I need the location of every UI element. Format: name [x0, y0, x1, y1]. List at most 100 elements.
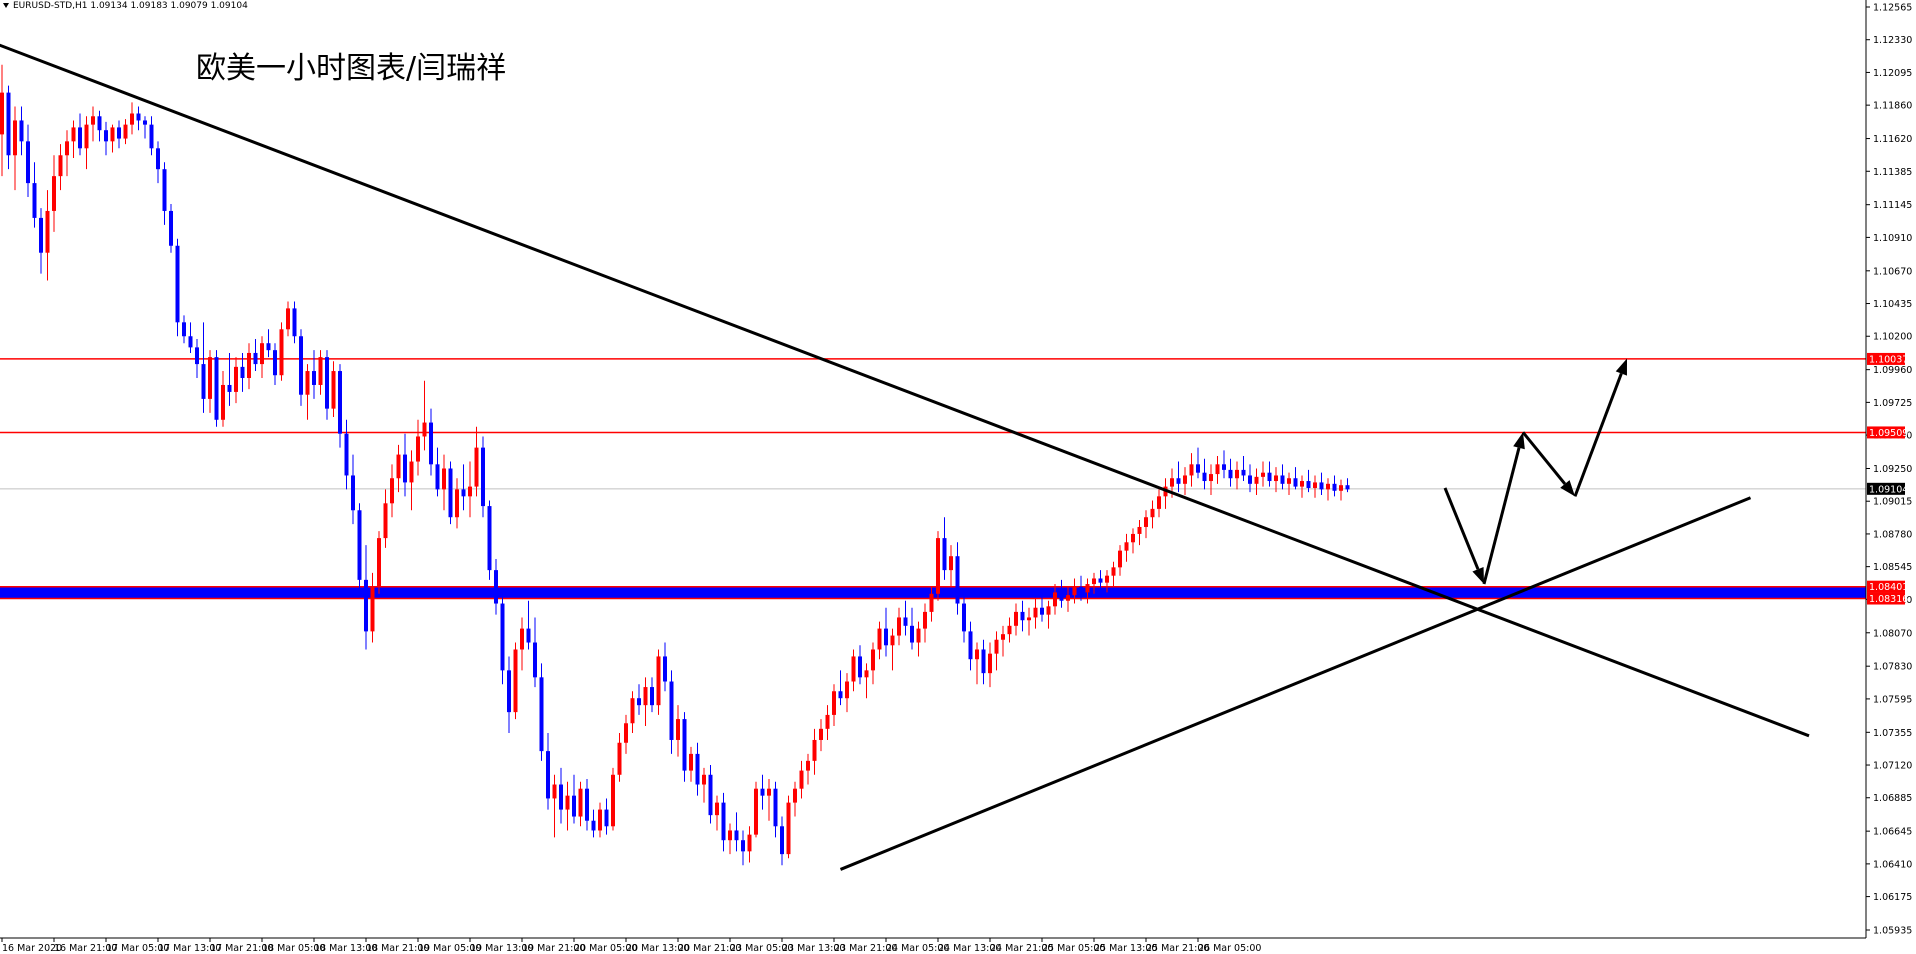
candle — [539, 663, 544, 761]
y-tick-label: 1.10910 — [1873, 233, 1912, 244]
candle-body — [1150, 508, 1155, 518]
candle-body — [162, 169, 167, 211]
candle — [1228, 458, 1233, 487]
candle — [234, 357, 238, 404]
candle-body — [812, 739, 817, 761]
candle — [630, 691, 635, 734]
candle-body — [266, 343, 271, 351]
candle-body — [975, 649, 979, 660]
candle — [91, 106, 95, 142]
candle-body — [1040, 607, 1044, 615]
candle — [182, 315, 186, 344]
candle-body — [968, 631, 973, 660]
candle-body — [182, 322, 186, 337]
candle-body — [1183, 475, 1187, 484]
x-tick-label: 20 Mar 13:00 — [626, 943, 689, 954]
candle-body — [520, 628, 524, 650]
candle — [65, 130, 69, 177]
candle — [364, 545, 368, 650]
candle — [149, 116, 154, 156]
candle-body — [390, 478, 394, 504]
candle-body — [910, 625, 914, 643]
candle-body — [1339, 485, 1343, 491]
candle-body — [1157, 496, 1161, 509]
candle — [897, 607, 901, 646]
candle-body — [481, 447, 485, 507]
candle — [494, 558, 498, 615]
candle — [1157, 489, 1161, 518]
candle-body — [221, 384, 225, 420]
x-tick-label: 25 Mar 21:00 — [1146, 943, 1209, 954]
symbol-header[interactable]: EURUSD-STD,H1 1.09134 1.09183 1.09079 1.… — [3, 1, 248, 11]
candle-body — [1092, 578, 1096, 585]
candle — [734, 812, 739, 852]
candle — [754, 781, 758, 838]
candle-body — [819, 728, 823, 740]
candle-body — [435, 464, 440, 490]
candle — [273, 343, 277, 385]
candle-body — [708, 774, 713, 816]
triangle-down-icon[interactable] — [3, 3, 9, 8]
level-price-label-bg — [1867, 580, 1905, 593]
candle — [123, 119, 128, 145]
candle — [253, 339, 258, 372]
candle — [13, 106, 17, 191]
candle-body — [487, 506, 492, 571]
candle — [838, 670, 843, 706]
candle-body — [1014, 611, 1018, 626]
candle — [292, 301, 297, 344]
candle-body — [845, 681, 849, 699]
candle-body — [500, 603, 505, 671]
candle — [656, 649, 661, 715]
candle-body — [1215, 464, 1220, 475]
candle-body — [585, 788, 589, 821]
candle — [396, 444, 401, 493]
y-tick-label: 1.09960 — [1873, 365, 1912, 376]
candle-body — [715, 802, 719, 816]
candle — [955, 542, 960, 615]
candle — [260, 336, 264, 379]
candle-body — [299, 336, 303, 395]
candle — [1241, 455, 1246, 482]
candle — [864, 663, 869, 699]
candle-body — [494, 570, 498, 604]
candle-body — [383, 503, 388, 539]
candle — [929, 586, 934, 622]
level-price-label-bg — [1867, 592, 1905, 605]
candle-body — [1144, 517, 1148, 527]
candle — [1079, 575, 1083, 601]
support-band — [0, 586, 1866, 599]
candle-body — [533, 642, 537, 678]
candle-body — [240, 366, 245, 379]
candle-body — [1079, 586, 1083, 593]
candle — [331, 361, 336, 417]
candle-body — [195, 347, 199, 365]
candle-body — [669, 681, 674, 740]
candle-body — [448, 468, 453, 518]
x-tick-label: 25 Mar 13:00 — [1094, 943, 1157, 954]
candle-body — [825, 714, 830, 729]
candle — [760, 774, 765, 810]
candle — [1326, 478, 1330, 501]
x-tick-label: 23 Mar 05:00 — [730, 943, 793, 954]
candle-body — [786, 802, 791, 855]
candle — [968, 621, 973, 671]
candle — [390, 464, 394, 518]
candle-body — [864, 670, 869, 678]
x-tick-label: 16 Mar 21:00 — [54, 943, 117, 954]
candle-body — [760, 788, 765, 796]
candle — [741, 830, 745, 866]
candle-body — [1196, 464, 1200, 473]
candle — [819, 719, 823, 752]
candle-body — [858, 656, 862, 678]
candle — [71, 120, 76, 159]
y-tick-label: 1.12330 — [1873, 35, 1912, 46]
candle-body — [474, 447, 479, 487]
candle — [78, 113, 82, 156]
candle — [468, 461, 472, 518]
candle — [676, 705, 680, 757]
candle — [682, 712, 687, 782]
y-tick-label: 1.06885 — [1873, 793, 1912, 804]
